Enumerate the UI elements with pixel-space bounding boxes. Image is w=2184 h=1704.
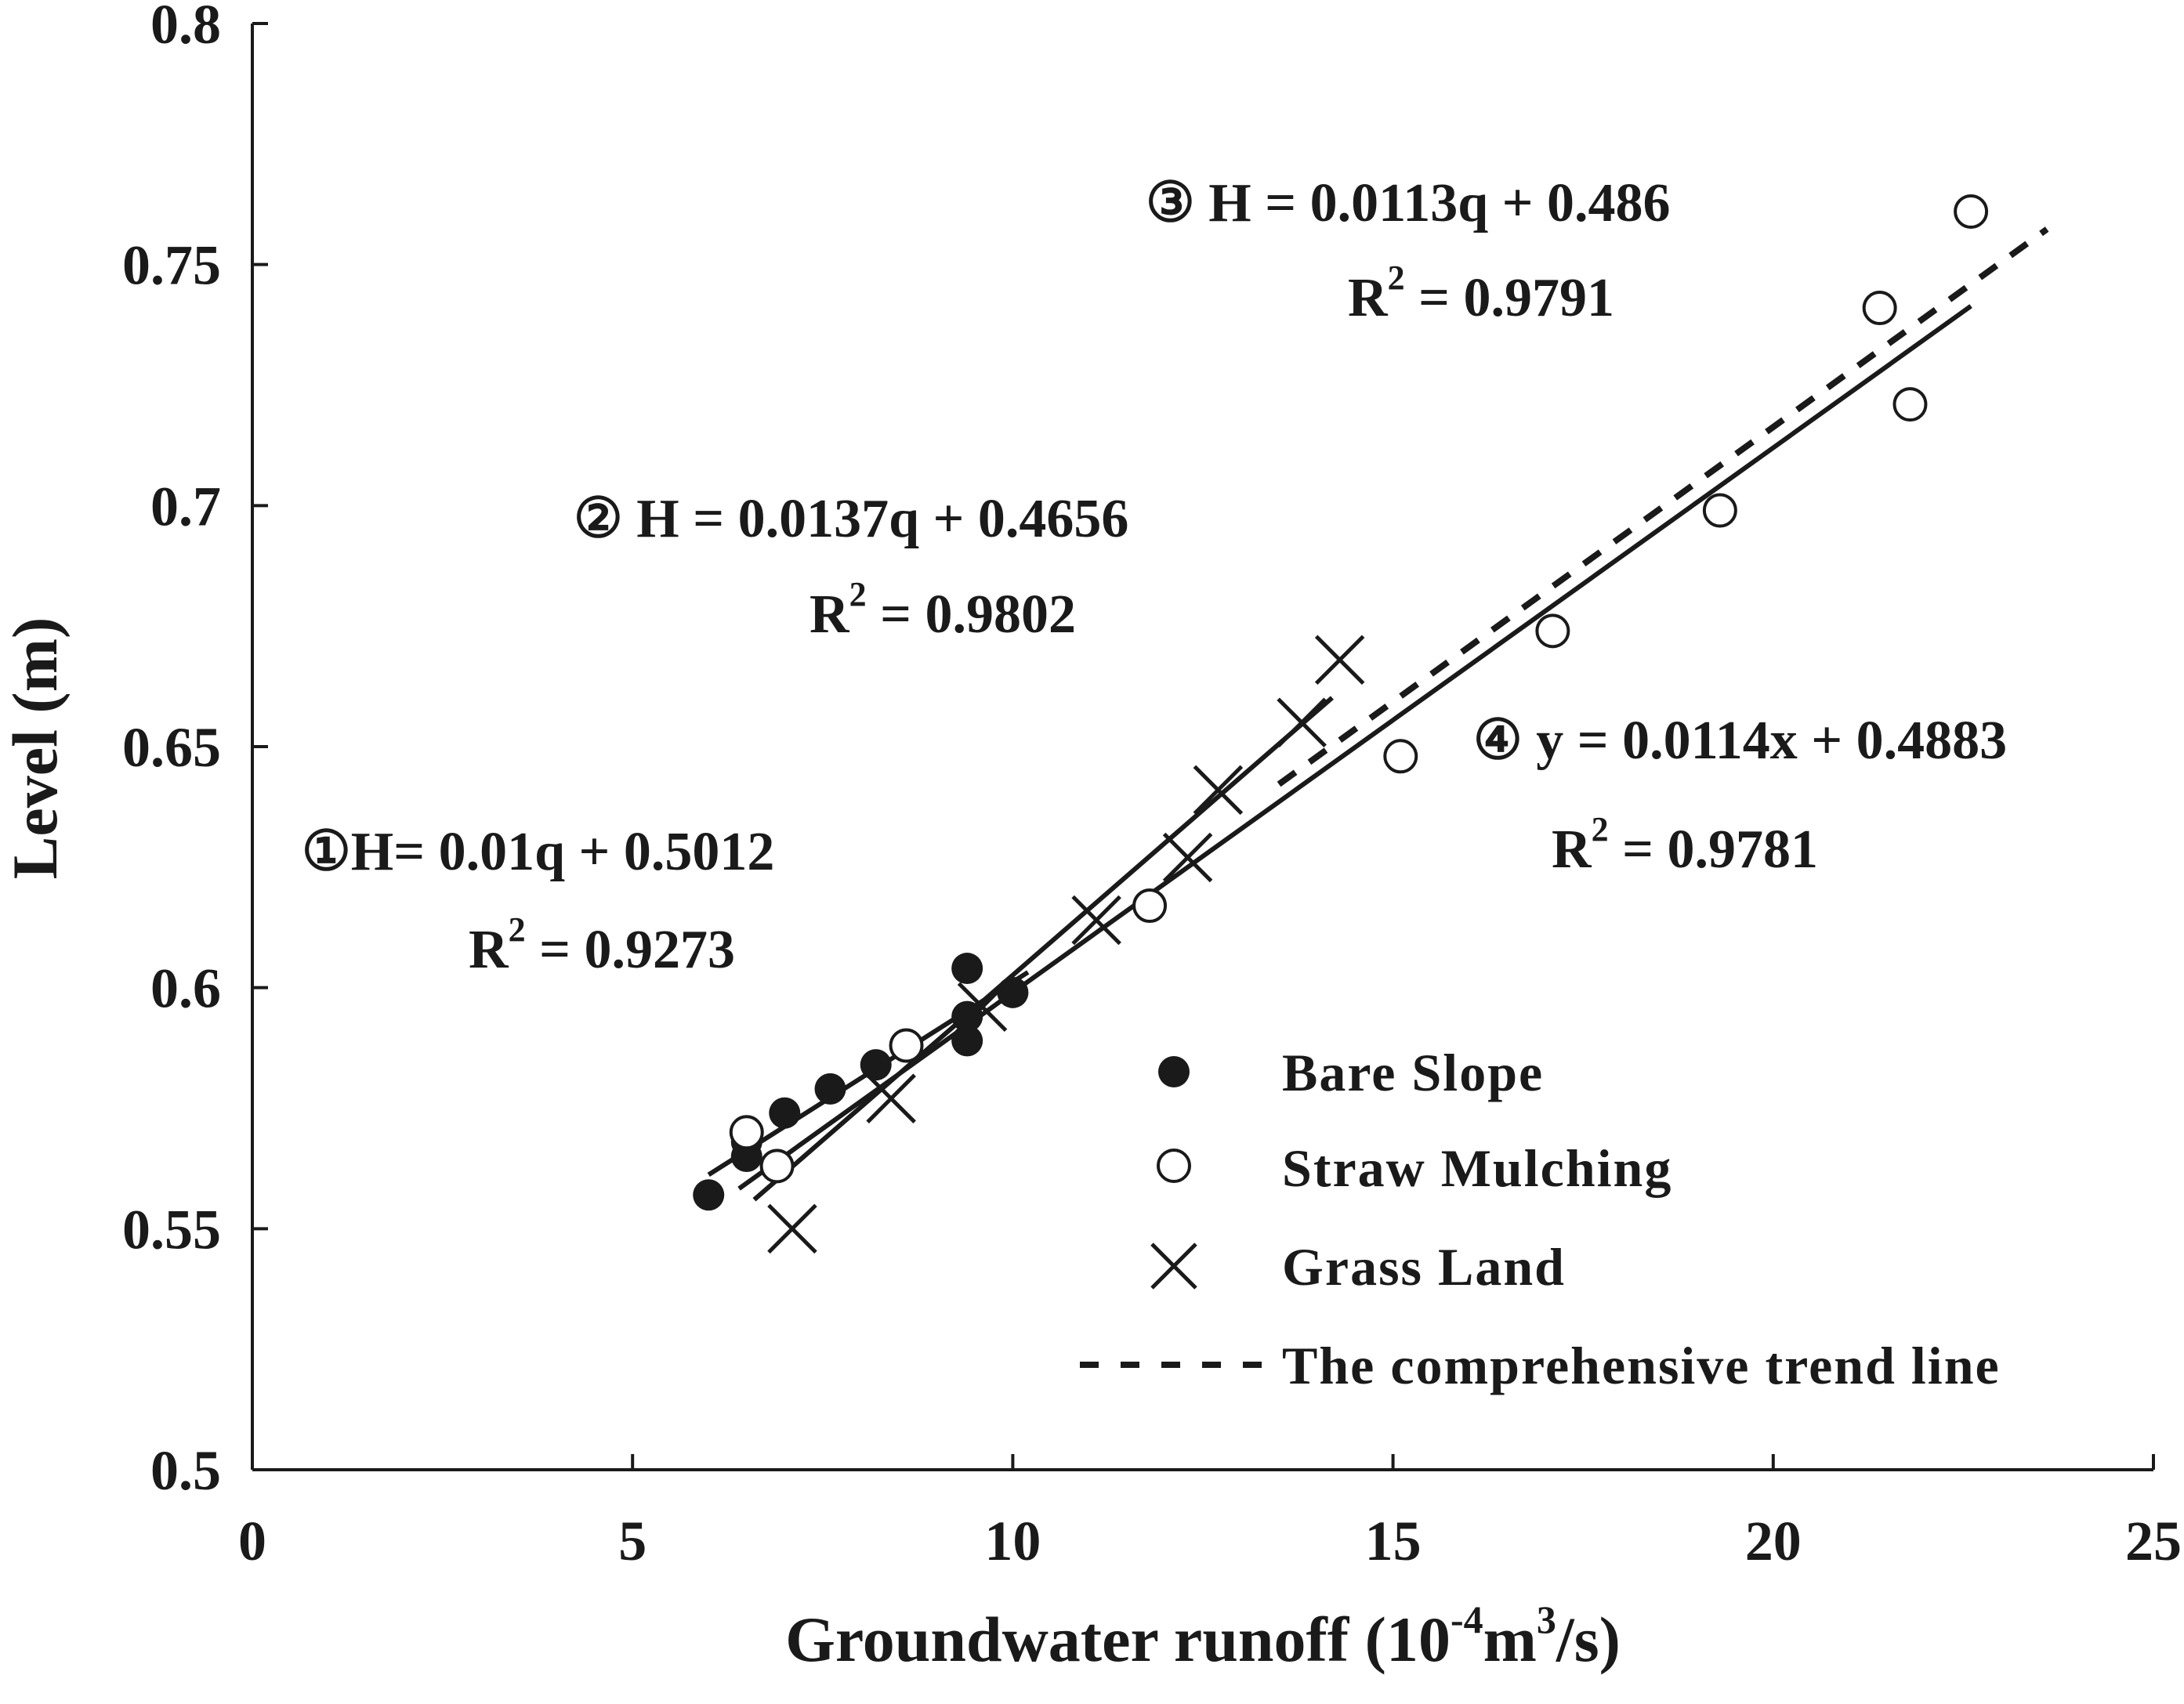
point-bare-slope [951, 1000, 983, 1033]
r2-4: R2 = 0.9781 [1552, 810, 1818, 880]
r2-1: R2 = 0.9273 [469, 910, 735, 980]
y-tick-label: 0.8 [150, 0, 221, 56]
legend: Bare Slope Straw Mulching Grass Land The… [1080, 1043, 2001, 1395]
data-points [693, 194, 1989, 1254]
equation-4: ④ y = 0.0114x + 0.4883 [1473, 711, 2007, 771]
point-grass-land [957, 982, 1008, 1033]
y-tick-label: 0.75 [122, 234, 221, 297]
y-tick-label: 0.6 [150, 957, 221, 1020]
point-bare-slope [951, 1025, 983, 1057]
y-tick-label: 0.65 [122, 716, 221, 779]
point-bare-slope [769, 1097, 801, 1129]
point-straw-mulching [1892, 387, 1928, 422]
legend-label-straw-mulching: Straw Mulching [1282, 1138, 1672, 1198]
legend-label-trend-line: The comprehensive trend line [1282, 1336, 2001, 1395]
point-straw-mulching [1132, 888, 1168, 924]
point-straw-mulching [889, 1028, 924, 1063]
point-grass-land [1277, 697, 1327, 748]
point-straw-mulching [1862, 291, 1897, 326]
trend-line-2 [752, 696, 1334, 1202]
y-tick-label: 0.5 [150, 1439, 221, 1502]
equation-3: ③ H = 0.0113q + 0.486 [1146, 173, 1671, 233]
r2-3: R2 = 0.9791 [1348, 259, 1614, 328]
equation-1: ①H= 0.01q + 0.5012 [302, 822, 774, 882]
point-bare-slope [860, 1049, 892, 1081]
point-bare-slope [814, 1073, 846, 1105]
y-tick-label: 0.55 [122, 1198, 221, 1261]
point-straw-mulching [1383, 739, 1418, 774]
trend-line-3 [737, 304, 1972, 1191]
point-straw-mulching [729, 1115, 764, 1150]
point-grass-land [1071, 895, 1121, 946]
y-tick-label: 0.7 [150, 475, 221, 537]
x-tick-label: 5 [618, 1510, 647, 1572]
y-axis-title: Level (m) [0, 617, 71, 880]
point-bare-slope [693, 1179, 725, 1211]
point-straw-mulching [759, 1149, 795, 1184]
legend-marker-grass-land [1150, 1243, 1197, 1290]
r2-2: R2 = 0.9802 [809, 575, 1076, 645]
point-grass-land [1193, 765, 1244, 816]
point-straw-mulching [1535, 613, 1570, 649]
x-tick-label: 10 [984, 1510, 1041, 1572]
x-tick-label: 15 [1365, 1510, 1422, 1572]
legend-label-bare-slope: Bare Slope [1282, 1043, 1544, 1102]
x-tick-label: 0 [238, 1510, 266, 1572]
ticks: 0 5 10 15 20 25 0.5 0.55 0.6 0.65 0.7 0.75 0.8 [122, 0, 2182, 1572]
point-grass-land [866, 1073, 916, 1123]
x-axis-title: Groundwater runoff (10-4m3/s) [785, 1597, 1621, 1675]
trend-line-4 [1277, 226, 2049, 787]
legend-marker-bare-slope [1158, 1056, 1190, 1087]
x-tick-label: 20 [1745, 1510, 1802, 1572]
point-grass-land [1162, 832, 1213, 883]
x-tick-label: 25 [2125, 1510, 2182, 1572]
point-grass-land [767, 1203, 817, 1254]
legend-label-grass-land: Grass Land [1282, 1237, 1566, 1297]
legend-marker-straw-mulching [1157, 1149, 1191, 1183]
equation-2: ② H = 0.0137q + 0.4656 [574, 489, 1128, 549]
point-straw-mulching [1954, 194, 1989, 229]
point-straw-mulching [1702, 493, 1737, 528]
point-bare-slope [951, 953, 983, 985]
point-grass-land [1314, 635, 1365, 686]
equation-annotations: ①H= 0.01q + 0.5012 R2 = 0.9273 ② H = 0.0… [302, 173, 2007, 980]
point-bare-slope [997, 976, 1029, 1008]
